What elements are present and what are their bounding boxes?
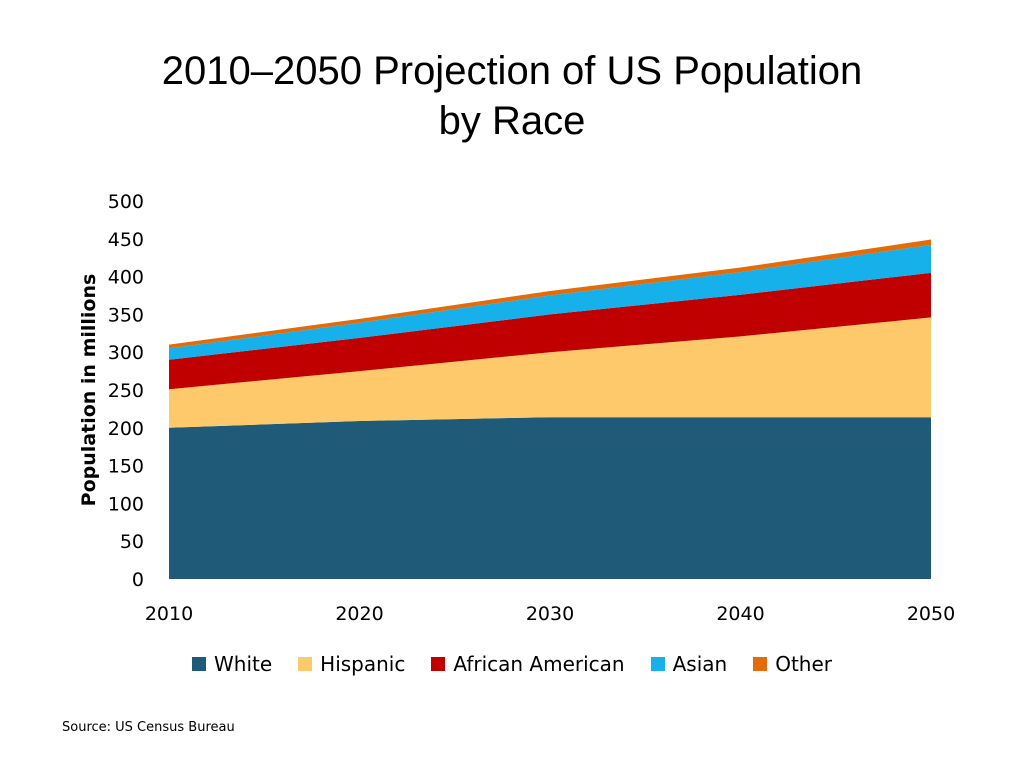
legend-item-hispanic: Hispanic [298, 652, 405, 676]
x-tick-label: 2010 [145, 603, 193, 625]
y-axis-ticks: 0 50 100 150 200 250 300 350 400 450 500 [108, 191, 144, 591]
y-tick-label: 100 [108, 493, 144, 515]
legend-item-asian: Asian [650, 652, 728, 676]
x-tick-label: 2040 [716, 603, 764, 625]
area-hispanic [169, 317, 931, 428]
y-tick-label: 250 [108, 380, 144, 402]
chart-title-line-2: by Race [438, 99, 586, 143]
chart-title: 2010–2050 Projection of US Population by… [0, 46, 1024, 146]
y-tick-label: 150 [108, 456, 144, 478]
y-tick-label: 350 [108, 304, 144, 326]
x-tick-label: 2030 [526, 603, 574, 625]
chart-legend: White Hispanic African American Asian Other [0, 652, 1024, 676]
source-note: Source: US Census Bureau [62, 720, 235, 735]
legend-swatch [431, 657, 446, 671]
chart-areas [169, 239, 931, 579]
area-white [169, 417, 931, 579]
legend-label: White [214, 652, 273, 676]
y-tick-label: 300 [108, 342, 144, 364]
area-asian [169, 244, 931, 360]
legend-label: Other [775, 652, 832, 676]
legend-item-white: White [192, 652, 272, 676]
x-axis-ticks: 2010 2020 2030 2040 2050 [145, 603, 955, 625]
legend-label: African American [453, 652, 625, 676]
legend-swatch [650, 657, 665, 671]
x-tick-label: 2050 [907, 603, 955, 625]
legend-label: Hispanic [320, 652, 406, 676]
y-tick-label: 400 [108, 267, 144, 289]
y-tick-label: 0 [132, 569, 144, 591]
legend-swatch [192, 657, 206, 671]
x-tick-label: 2020 [335, 603, 383, 625]
legend-label: Asian [672, 652, 728, 676]
y-tick-label: 50 [120, 531, 144, 553]
legend-item-other: Other [753, 652, 832, 676]
legend-item-african-american: African American [431, 652, 625, 676]
y-tick-label: 200 [108, 418, 144, 440]
legend-swatch [753, 657, 768, 671]
area-other [169, 239, 931, 349]
y-axis-label: Population in millions [78, 274, 100, 507]
y-tick-label: 450 [108, 229, 144, 251]
y-tick-label: 500 [108, 191, 144, 213]
legend-swatch [298, 657, 313, 671]
chart-title-line-1: 2010–2050 Projection of US Population [161, 49, 863, 93]
area-african-american [169, 272, 931, 390]
